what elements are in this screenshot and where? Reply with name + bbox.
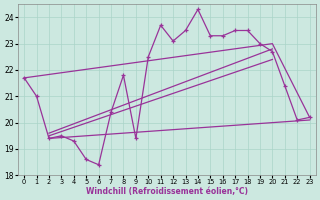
- X-axis label: Windchill (Refroidissement éolien,°C): Windchill (Refroidissement éolien,°C): [86, 187, 248, 196]
